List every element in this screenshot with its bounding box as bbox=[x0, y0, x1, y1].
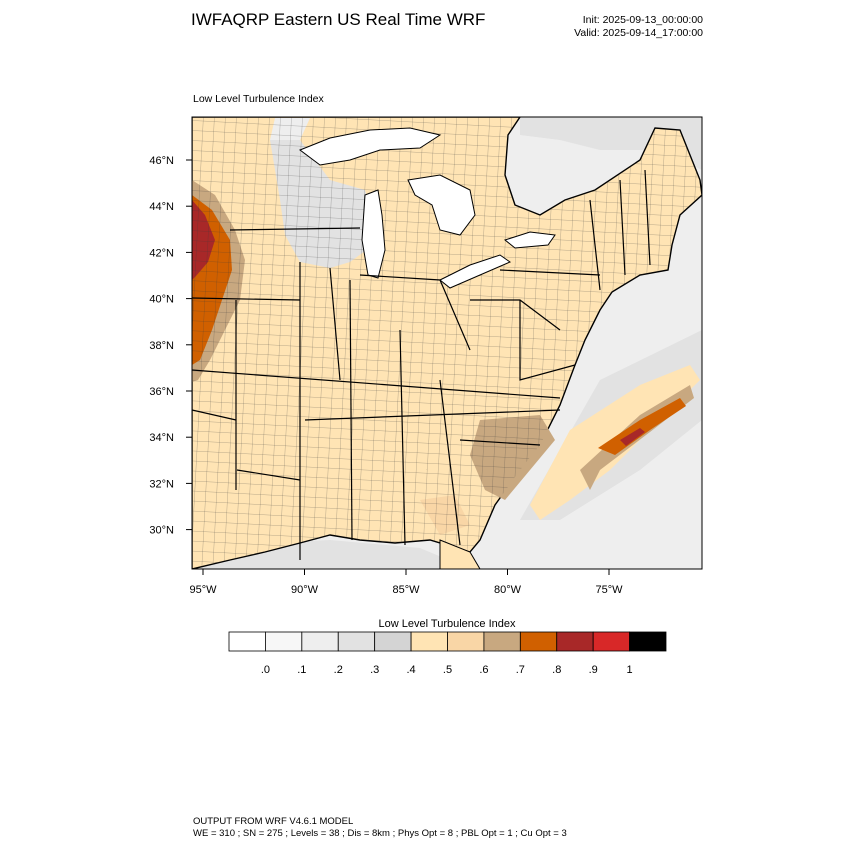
legend-swatch bbox=[556, 631, 594, 652]
lake-michigan bbox=[361, 189, 386, 279]
lon-label: 95°W bbox=[189, 584, 217, 596]
lake-ontario bbox=[503, 231, 556, 249]
county-boundaries bbox=[192, 117, 702, 569]
latitude-axis: 46°N 44°N 42°N 40°N 38°N 36°N 34°N 32°N 30°N bbox=[149, 155, 192, 537]
lon-label: 85°W bbox=[392, 584, 420, 596]
init-time: Init: 2025-09-13_00:00:00 bbox=[582, 14, 703, 26]
state-boundaries bbox=[192, 169, 651, 560]
lat-label: 36°N bbox=[149, 386, 174, 398]
lat-label: 46°N bbox=[149, 155, 174, 167]
legend-tick-label: 1 bbox=[626, 664, 633, 676]
valid-time: Valid: 2025-09-14_17:00:00 bbox=[574, 27, 703, 39]
legend-tick-label: .8 bbox=[552, 664, 562, 676]
legend-swatch bbox=[592, 631, 630, 652]
legend-colorbar bbox=[228, 631, 667, 652]
legend-tick-label: .2 bbox=[333, 664, 343, 676]
lake-superior bbox=[298, 127, 442, 166]
offshore-red-core bbox=[620, 428, 645, 446]
model-footer-params: WE = 310 ; SN = 275 ; Levels = 38 ; Dis … bbox=[193, 828, 567, 839]
legend-swatch bbox=[519, 631, 558, 652]
legend-tick-label: .7 bbox=[515, 664, 525, 676]
legend-swatch bbox=[374, 631, 412, 652]
offshore-orange-core bbox=[598, 398, 686, 455]
legend-tick-label: .1 bbox=[297, 664, 307, 676]
lake-erie bbox=[439, 254, 512, 289]
lat-label: 40°N bbox=[149, 294, 174, 306]
legend-tick-label: .4 bbox=[406, 664, 416, 676]
legend-swatch bbox=[410, 631, 448, 652]
map-field bbox=[192, 117, 702, 569]
legend-swatch bbox=[447, 631, 485, 652]
legend-tick-label: .5 bbox=[442, 664, 453, 676]
legend-tick-label: .3 bbox=[370, 664, 380, 676]
legend-swatch bbox=[483, 631, 521, 652]
map-frame bbox=[191, 116, 703, 570]
legend-tick-label: .9 bbox=[588, 664, 598, 676]
legend-swatch bbox=[265, 631, 303, 652]
legend-tick-label: .6 bbox=[479, 664, 489, 676]
legend-tick-label: .0 bbox=[260, 664, 270, 676]
legend-title: Low Level Turbulence Index bbox=[378, 618, 516, 630]
lat-label: 30°N bbox=[149, 525, 174, 537]
lon-label: 75°W bbox=[595, 584, 623, 596]
legend-swatch bbox=[629, 631, 667, 652]
lon-label: 90°W bbox=[291, 584, 319, 596]
legend-swatch bbox=[337, 631, 376, 652]
lon-label: 80°W bbox=[494, 584, 522, 596]
lake-huron bbox=[407, 174, 476, 236]
lat-label: 44°N bbox=[149, 201, 174, 213]
model-footer-title: OUTPUT FROM WRF V4.6.1 MODEL bbox=[193, 816, 354, 827]
lat-label: 34°N bbox=[149, 432, 174, 444]
lat-label: 32°N bbox=[149, 478, 174, 490]
lat-label: 38°N bbox=[149, 340, 174, 352]
lat-label: 42°N bbox=[149, 247, 174, 259]
field-title: Low Level Turbulence Index bbox=[193, 93, 324, 105]
legend-swatch bbox=[301, 631, 339, 652]
legend-swatch bbox=[228, 631, 266, 652]
longitude-axis: 95°W 90°W 85°W 80°W 75°W bbox=[189, 569, 623, 596]
florida-panhandle bbox=[439, 539, 481, 569]
map-title: IWFAQRP Eastern US Real Time WRF bbox=[191, 10, 486, 29]
